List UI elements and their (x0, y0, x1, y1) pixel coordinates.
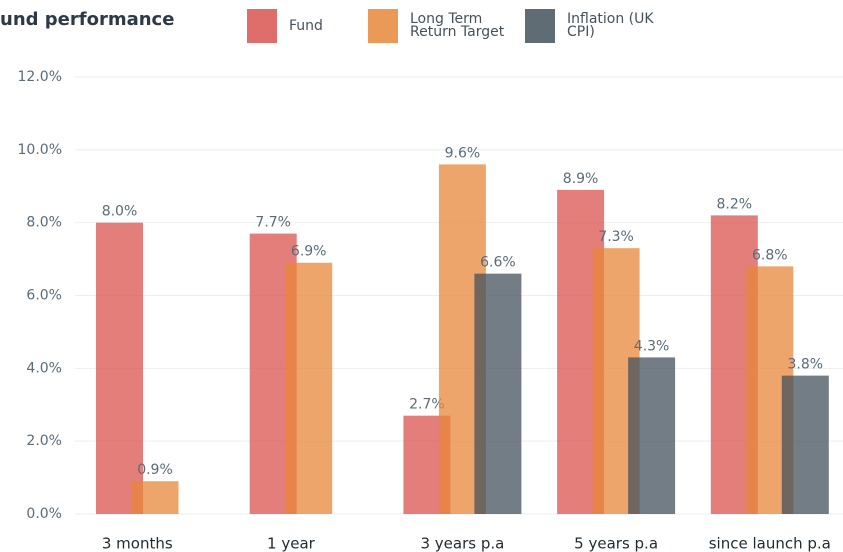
value-label: 4.3% (634, 338, 670, 354)
bar (285, 262, 333, 514)
y-tick-label: 4.0% (26, 360, 62, 376)
chart-title: und performance (0, 9, 174, 30)
x-tick-label: 3 years p.a (420, 535, 504, 552)
legend-item: Long Term Return Target (368, 9, 510, 43)
value-label: 6.6% (480, 255, 516, 271)
legend-item: Inflation (UK CPI) (525, 9, 677, 43)
x-tick-label: 3 months (102, 535, 173, 552)
y-tick-label: 10.0% (18, 142, 62, 158)
value-label: 2.7% (409, 397, 445, 413)
value-label: 8.9% (563, 171, 599, 187)
value-label: 0.9% (137, 462, 173, 478)
legend-label: Inflation (UK CPI) (567, 11, 654, 40)
value-label: 7.7% (255, 215, 291, 231)
x-tick-label: since launch p.a (709, 535, 831, 552)
value-label: 6.9% (291, 244, 327, 260)
value-label: 7.3% (598, 229, 634, 245)
bar (781, 375, 829, 514)
bar (474, 273, 522, 514)
x-tick-label: 5 years p.a (574, 535, 658, 552)
y-tick-label: 0.0% (26, 506, 62, 522)
x-tick-label: 1 year (267, 535, 316, 552)
value-label: 3.8% (788, 357, 824, 373)
legend-swatch (247, 9, 277, 43)
value-label: 8.2% (717, 196, 753, 212)
bar (131, 481, 179, 514)
legend-label: Long Term Return Target (410, 11, 505, 40)
legend-swatch (525, 9, 555, 43)
y-tick-label: 2.0% (26, 433, 62, 449)
legend-swatch (368, 9, 398, 43)
bar (628, 357, 676, 514)
legend-label: Fund (289, 17, 323, 34)
y-tick-label: 12.0% (18, 69, 62, 85)
bar (96, 222, 143, 514)
legend-item: Fund (247, 9, 323, 43)
y-tick-label: 6.0% (26, 288, 62, 304)
value-label: 9.6% (445, 145, 481, 161)
value-label: 8.0% (102, 204, 138, 220)
y-tick-label: 8.0% (26, 215, 62, 231)
value-label: 6.8% (752, 247, 788, 263)
